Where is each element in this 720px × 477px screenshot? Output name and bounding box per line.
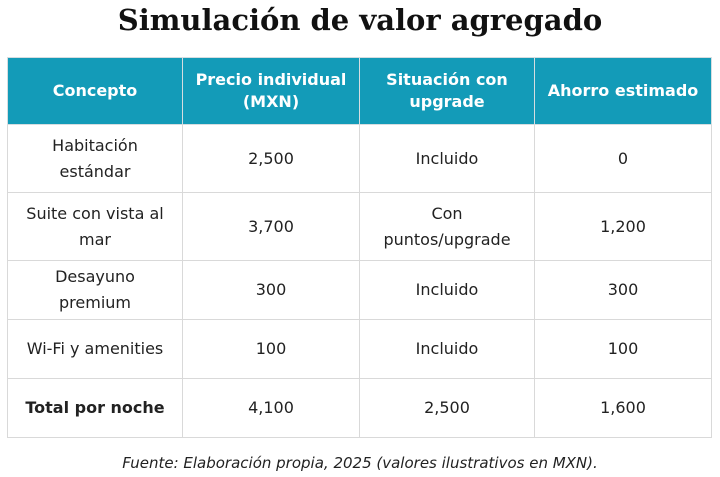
cell-precio: 3,700 [182, 192, 360, 261]
page-title: Simulación de valor agregado [117, 3, 603, 37]
table-row: Habitación estándar 2,500 Incluido 0 [7, 124, 712, 193]
table-total-row: Total por noche 4,100 2,500 1,600 [7, 378, 712, 438]
cell-concepto: Habitación estándar [7, 124, 183, 193]
cell-situacion-total: 2,500 [359, 378, 535, 438]
header-concepto: Concepto [7, 57, 183, 125]
cell-precio: 300 [182, 260, 360, 320]
cell-concepto: Desayuno premium [7, 260, 183, 320]
header-precio-individual: Precio individual (MXN) [182, 57, 360, 125]
cell-situacion: Con puntos/upgrade [359, 192, 535, 261]
cell-concepto: Suite con vista al mar [7, 192, 183, 261]
cell-precio: 100 [182, 319, 360, 379]
cell-situacion: Incluido [359, 319, 535, 379]
table-row: Suite con vista al mar 3,700 Con puntos/… [7, 192, 712, 261]
cell-ahorro: 100 [534, 319, 712, 379]
header-situacion-upgrade: Situación con upgrade [359, 57, 535, 125]
cell-situacion: Incluido [359, 260, 535, 320]
cell-concepto: Wi-Fi y amenities [7, 319, 183, 379]
cell-ahorro: 300 [534, 260, 712, 320]
cell-concepto-total: Total por noche [7, 378, 183, 438]
header-ahorro-estimado: Ahorro estimado [534, 57, 712, 125]
cell-precio: 2,500 [182, 124, 360, 193]
cell-ahorro-total: 1,600 [534, 378, 712, 438]
source-note: Fuente: Elaboración propia, 2025 (valore… [122, 454, 598, 472]
cell-situacion: Incluido [359, 124, 535, 193]
cell-ahorro: 1,200 [534, 192, 712, 261]
table-row: Wi-Fi y amenities 100 Incluido 100 [7, 319, 712, 379]
value-simulation-table: Concepto Precio individual (MXN) Situaci… [7, 57, 712, 438]
cell-ahorro: 0 [534, 124, 712, 193]
table-header-row: Concepto Precio individual (MXN) Situaci… [7, 57, 712, 125]
cell-precio-total: 4,100 [182, 378, 360, 438]
table-row: Desayuno premium 300 Incluido 300 [7, 260, 712, 320]
